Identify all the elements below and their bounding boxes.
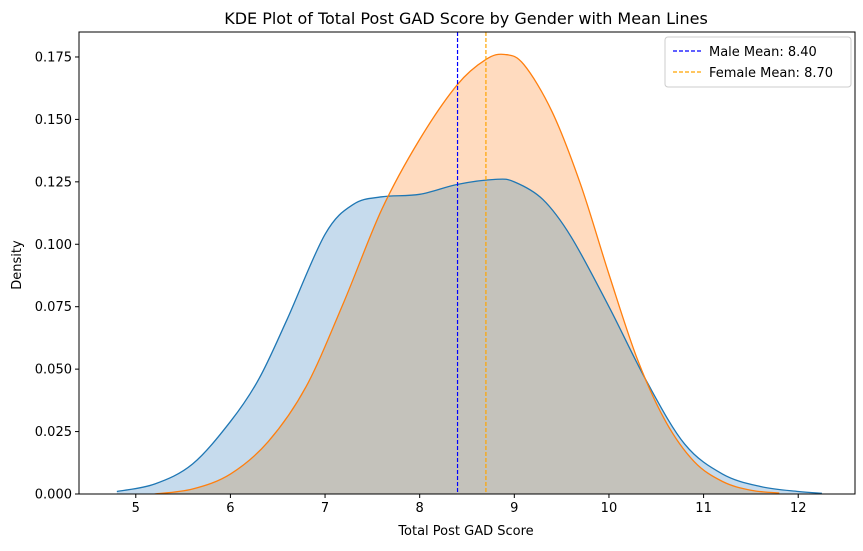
y-tick-label: 0.175	[35, 50, 72, 65]
chart-title: KDE Plot of Total Post GAD Score by Gend…	[224, 9, 708, 28]
x-tick-label: 5	[132, 501, 140, 516]
y-tick-label: 0.125	[35, 175, 72, 190]
x-tick-label: 10	[601, 501, 618, 516]
x-tick-label: 6	[226, 501, 234, 516]
y-tick-label: 0.050	[35, 363, 72, 378]
x-tick-label: 9	[510, 501, 518, 516]
overlap-area	[154, 179, 780, 494]
x-tick-label: 8	[416, 501, 424, 516]
legend-label-female-mean: Female Mean: 8.70	[709, 66, 833, 81]
y-tick-label: 0.075	[35, 300, 72, 315]
y-tick-label: 0.025	[35, 425, 72, 440]
x-axis-label: Total Post GAD Score	[397, 524, 533, 539]
x-tick-label: 7	[321, 501, 329, 516]
x-tick-label: 12	[790, 501, 807, 516]
legend-box	[664, 36, 852, 88]
y-tick-label: 0.000	[35, 488, 72, 503]
female-kde-line	[154, 53, 780, 494]
y-tick-label: 0.150	[35, 113, 72, 128]
plot-frame	[78, 31, 856, 495]
legend: Male Mean: 8.40 Female Mean: 8.70	[664, 36, 852, 88]
legend-label-male-mean: Male Mean: 8.40	[709, 45, 817, 60]
y-axis-label: Density	[10, 240, 25, 290]
y-tick-label: 0.100	[35, 238, 72, 253]
x-tick-label: 11	[695, 501, 712, 516]
male-kde-line	[116, 178, 822, 494]
